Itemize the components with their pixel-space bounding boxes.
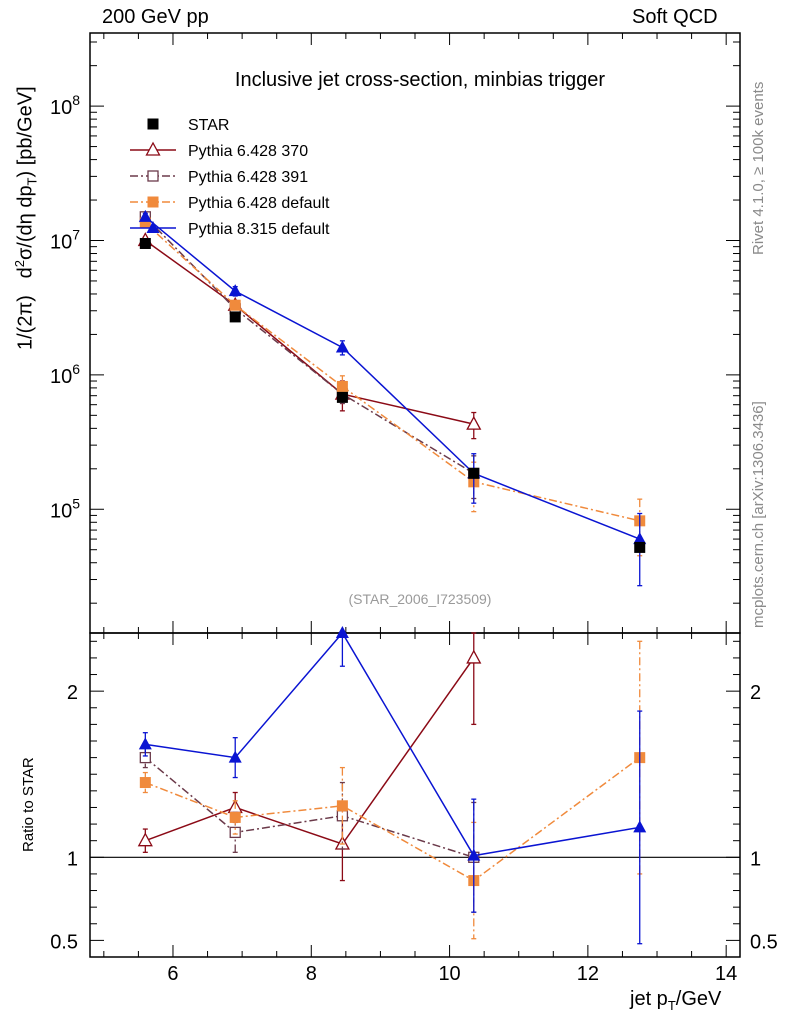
x-tick-label: 6	[167, 963, 178, 985]
pythia-6-428-370-ratio-point	[466, 649, 482, 664]
x-tick-label: 10	[438, 963, 460, 985]
pythia-8-315-default-point	[335, 340, 349, 353]
header-left: 200 GeV pp	[102, 6, 209, 28]
legend-label: Pythia 8.315 default	[188, 221, 330, 238]
ratio-tick-label: 0.5	[50, 931, 78, 953]
pythia-8-315-default-point	[228, 284, 242, 297]
legend-marker	[147, 170, 159, 182]
pythia-6-428-default-point	[229, 299, 241, 311]
legend-label: Pythia 6.428 391	[188, 169, 308, 186]
pythia-6-428-default-ratio-point	[229, 811, 241, 823]
pythia-8-315-default-ratio-line	[145, 631, 640, 857]
pythia-8-315-default-line	[144, 216, 641, 540]
y-tick-label: 105	[50, 495, 80, 522]
pythia-8-315-default-ratio-point	[138, 737, 152, 750]
plot-title: Inclusive jet cross-section, minbias tri…	[235, 69, 605, 91]
legend-marker	[147, 118, 159, 130]
y-tick-label: 106	[50, 361, 80, 388]
pythia-6-428-370-point	[466, 415, 482, 430]
pythia-8-315-default-point	[633, 532, 647, 545]
legend-marker	[147, 196, 159, 208]
ratio-tick-label: 1	[67, 848, 78, 870]
pythia-8-315-default-ratio-point	[335, 626, 349, 638]
pythia-6-428-370-ratio-point	[137, 832, 153, 847]
ratio-tick-label-right: 0.5	[750, 931, 778, 953]
pythia-6-428-default-point	[336, 380, 348, 392]
y-tick-label: 108	[50, 92, 80, 119]
pythia-6-428-default-line	[144, 222, 640, 522]
pythia-8-315-default-point	[138, 209, 152, 222]
legend-label: STAR	[188, 117, 229, 134]
ratio-tick-label-right: 2	[750, 682, 761, 704]
pythia-6-428-370-ratio-line	[145, 657, 475, 845]
x-tick-label: 12	[577, 963, 599, 985]
ratio-tick-label-right: 1	[750, 848, 761, 870]
pythia-6-428-370-line	[144, 239, 474, 425]
pythia-6-428-391-ratio-point	[229, 826, 241, 839]
pythia-6-428-default-ratio-point	[336, 800, 348, 812]
legend-label: Pythia 6.428 370	[188, 143, 308, 160]
pythia-8-315-default-ratio-point	[633, 820, 647, 833]
star-data-point	[336, 391, 348, 403]
ratio-plot-frame	[89, 632, 741, 958]
star-data-point	[634, 541, 646, 553]
legend-label: Pythia 6.428 default	[188, 195, 330, 212]
pythia-6-428-default-ratio-point	[139, 777, 151, 789]
star-data-point	[468, 467, 480, 479]
star-data-point	[139, 237, 151, 249]
legend-marker	[145, 141, 161, 156]
pythia-6-428-default-point	[139, 217, 151, 229]
pythia-6-428-391-ratio-line	[144, 757, 475, 859]
x-tick-label: 8	[306, 963, 317, 985]
pythia-8-315-default-ratio-point	[228, 750, 242, 763]
star-data-point	[229, 311, 241, 323]
x-tick-label: 14	[715, 963, 737, 985]
pythia-6-428-391-line	[144, 216, 475, 474]
pythia-8-315-default-ratio-point	[467, 848, 481, 861]
ratio-tick-label: 2	[67, 682, 78, 704]
header-right: Soft QCD	[632, 6, 718, 28]
analysis-id: (STAR_2006_I723509)	[349, 591, 492, 607]
y-tick-label: 107	[50, 226, 80, 253]
x-axis-label: jet pT/GeV	[630, 988, 722, 1013]
legend-marker	[146, 221, 160, 233]
